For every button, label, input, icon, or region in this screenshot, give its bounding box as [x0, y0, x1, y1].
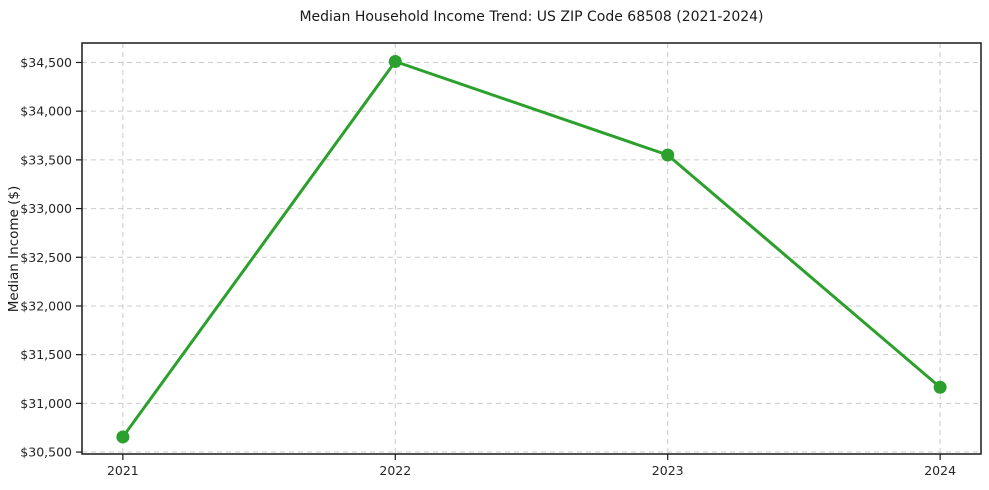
- y-tick-label: $33,500: [20, 152, 72, 167]
- y-tick-label: $32,000: [20, 298, 72, 313]
- data-point-2021: [116, 430, 130, 444]
- y-tick-label: $31,500: [20, 347, 72, 362]
- x-tick-label: 2022: [379, 463, 411, 478]
- y-tick-label: $31,000: [20, 396, 72, 411]
- chart-title: Median Household Income Trend: US ZIP Co…: [299, 9, 764, 25]
- trend-line: [121, 60, 942, 439]
- y-tick-label: $34,000: [20, 104, 72, 119]
- x-tick-label: 2024: [924, 463, 956, 478]
- axis-spines: [81, 42, 982, 455]
- x-tick-label: 2023: [652, 463, 684, 478]
- data-point-2022: [388, 55, 402, 69]
- data-point-2023: [661, 148, 675, 162]
- y-tick-label: $32,500: [20, 250, 72, 265]
- y-tick-label: $34,500: [20, 55, 72, 70]
- x-tick-label: 2021: [107, 463, 139, 478]
- y-tick-label: $33,000: [20, 201, 72, 216]
- y-tick-label: $30,500: [20, 445, 72, 460]
- data-point-2024: [933, 380, 947, 394]
